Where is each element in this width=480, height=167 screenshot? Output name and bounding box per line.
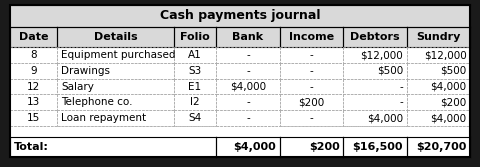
Bar	[174, 63, 216, 79]
Text: 8: 8	[30, 50, 37, 60]
Bar	[407, 63, 470, 79]
Bar	[216, 47, 280, 63]
Text: Total:: Total:	[13, 142, 48, 152]
Bar	[280, 63, 343, 79]
Text: -: -	[246, 113, 250, 123]
Bar	[280, 137, 343, 157]
Text: Date: Date	[19, 32, 48, 42]
Text: -: -	[246, 50, 250, 60]
Text: $12,000: $12,000	[360, 50, 403, 60]
Bar	[216, 110, 280, 126]
Bar	[407, 79, 470, 95]
Bar	[10, 47, 57, 63]
Bar	[343, 110, 407, 126]
Bar	[407, 95, 470, 110]
Bar	[280, 95, 343, 110]
Text: S4: S4	[188, 113, 202, 123]
Text: Bank: Bank	[232, 32, 264, 42]
Bar	[216, 95, 280, 110]
Text: Telephone co.: Telephone co.	[61, 97, 132, 107]
Bar	[407, 137, 470, 157]
Bar	[343, 79, 407, 95]
Text: $4,000: $4,000	[230, 82, 266, 92]
Bar	[57, 110, 174, 126]
Text: E1: E1	[189, 82, 202, 92]
Text: Folio: Folio	[180, 32, 210, 42]
Bar	[343, 63, 407, 79]
Bar	[343, 137, 407, 157]
Bar	[280, 79, 343, 95]
Text: -: -	[399, 97, 403, 107]
Text: Equipment purchased: Equipment purchased	[61, 50, 176, 60]
Text: Cash payments journal: Cash payments journal	[160, 10, 320, 23]
Text: -: -	[310, 50, 313, 60]
Bar	[10, 63, 57, 79]
Text: $20,700: $20,700	[416, 142, 467, 152]
Bar	[57, 47, 174, 63]
Bar	[10, 79, 57, 95]
Bar	[174, 79, 216, 95]
Text: $4,000: $4,000	[367, 113, 403, 123]
Bar	[280, 47, 343, 63]
Text: Drawings: Drawings	[61, 66, 110, 76]
Text: -: -	[310, 66, 313, 76]
Bar	[10, 27, 57, 47]
Text: $4,000: $4,000	[431, 113, 467, 123]
Bar	[216, 79, 280, 95]
Text: -: -	[310, 82, 313, 92]
Text: Sundry: Sundry	[417, 32, 461, 42]
Bar	[280, 27, 343, 47]
Bar	[407, 27, 470, 47]
Text: Details: Details	[94, 32, 137, 42]
Bar	[343, 47, 407, 63]
Bar	[407, 47, 470, 63]
Text: I2: I2	[190, 97, 200, 107]
Text: S3: S3	[188, 66, 202, 76]
Bar	[216, 27, 280, 47]
Bar	[216, 63, 280, 79]
Text: $200: $200	[309, 142, 339, 152]
Bar	[10, 95, 57, 110]
Bar	[57, 63, 174, 79]
Text: Loan repayment: Loan repayment	[61, 113, 146, 123]
Bar	[57, 79, 174, 95]
Text: -: -	[246, 97, 250, 107]
Bar	[57, 27, 174, 47]
Bar	[57, 95, 174, 110]
Text: -: -	[246, 66, 250, 76]
Text: $200: $200	[440, 97, 467, 107]
Text: 15: 15	[27, 113, 40, 123]
Text: $12,000: $12,000	[424, 50, 467, 60]
Bar	[10, 5, 470, 27]
Bar	[407, 110, 470, 126]
Text: $200: $200	[299, 97, 324, 107]
Bar	[10, 137, 216, 157]
Text: $500: $500	[377, 66, 403, 76]
Text: A1: A1	[188, 50, 202, 60]
Bar	[280, 110, 343, 126]
Text: $500: $500	[440, 66, 467, 76]
Text: 12: 12	[27, 82, 40, 92]
Text: -: -	[399, 82, 403, 92]
Bar	[174, 27, 216, 47]
Bar	[174, 95, 216, 110]
Text: $4,000: $4,000	[233, 142, 276, 152]
Bar	[174, 47, 216, 63]
Bar	[216, 137, 280, 157]
Text: 9: 9	[30, 66, 37, 76]
Bar	[174, 110, 216, 126]
Text: -: -	[310, 113, 313, 123]
Bar	[343, 95, 407, 110]
Bar	[10, 126, 470, 137]
Text: $16,500: $16,500	[352, 142, 403, 152]
Bar	[343, 27, 407, 47]
Text: Salary: Salary	[61, 82, 94, 92]
Text: Debtors: Debtors	[350, 32, 400, 42]
Text: 13: 13	[27, 97, 40, 107]
Text: $4,000: $4,000	[431, 82, 467, 92]
Text: Income: Income	[289, 32, 334, 42]
Bar	[10, 110, 57, 126]
